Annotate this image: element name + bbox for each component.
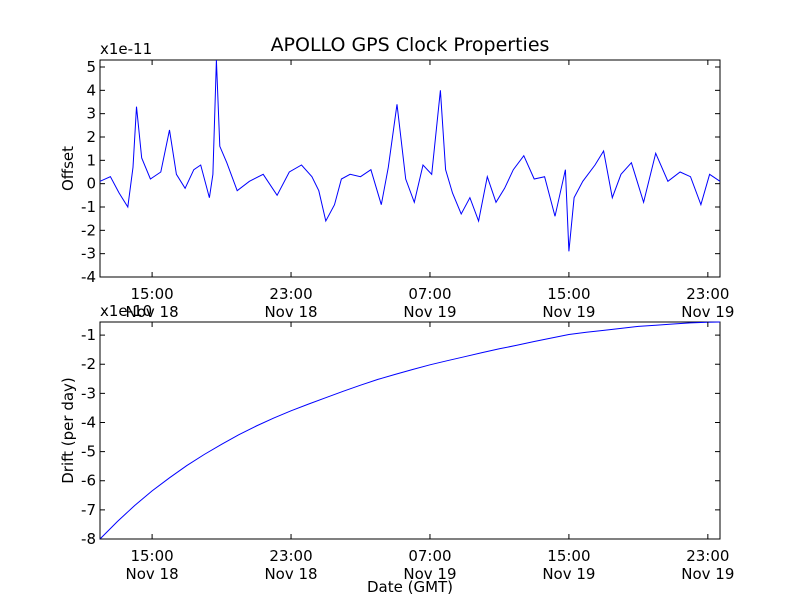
drift-y-tick-label: -8 [81, 530, 96, 548]
drift-y-tick-label: -6 [81, 472, 96, 490]
offset-x-tick-label: 15:00 Nov 18 [126, 285, 179, 321]
drift-x-tick-label: 15:00 Nov 19 [542, 547, 595, 583]
offset-x-tick-label: 23:00 Nov 19 [681, 285, 734, 321]
offset-panel: 5 4 3 2 1 0 -1 -2 -3 -4 15:00 Nov 18 23:00 Nov 18 07:0… [59, 40, 734, 321]
offset-y-tick-label: -2 [81, 221, 96, 239]
drift-y-tick-label: -1 [81, 326, 96, 344]
drift-x-tick-label: 15:00 Nov 18 [126, 547, 179, 583]
offset-scale-label: x1e-11 [100, 40, 152, 58]
offset-y-tick-label: 2 [86, 128, 96, 146]
chart-title: APOLLO GPS Clock Properties [271, 34, 550, 56]
offset-x-tick-label: 15:00 Nov 19 [542, 285, 595, 321]
drift-y-tick-label: -7 [81, 501, 96, 519]
offset-y-tick-label: 3 [86, 105, 96, 123]
drift-y-tick-label: -2 [81, 355, 96, 373]
offset-y-tick-label: 0 [86, 175, 96, 193]
offset-y-tick-label: 4 [86, 81, 96, 99]
drift-y-axis-label: Drift (per day) [59, 377, 77, 484]
drift-scale-label: x1e-10 [100, 302, 152, 320]
offset-y-tick-label: -4 [81, 268, 96, 286]
offset-y-axis-label: Offset [59, 146, 77, 191]
drift-y-tick-label: -4 [81, 413, 96, 431]
offset-y-tick-label: -1 [81, 198, 96, 216]
drift-y-tick-label: -5 [81, 443, 96, 461]
offset-y-tick-label: 5 [86, 58, 96, 76]
drift-x-tick-label: 07:00 Nov 19 [403, 547, 456, 583]
offset-x-tick-label: 23:00 Nov 18 [264, 285, 317, 321]
drift-series-line [99, 321, 721, 540]
drift-panel: -1 -2 -3 -4 -5 -6 -7 -8 15:00 Nov 18 23:00 Nov 18 07… [59, 302, 734, 596]
offset-y-tick-label: -3 [81, 245, 96, 263]
drift-x-tick-label: 23:00 Nov 18 [264, 547, 317, 583]
drift-x-tick-label: 23:00 Nov 19 [681, 547, 734, 583]
offset-x-tick-label: 07:00 Nov 19 [403, 285, 456, 321]
drift-y-tick-label: -3 [81, 384, 96, 402]
drift-x-axis-label: Date (GMT) [367, 578, 453, 596]
offset-plot-frame [99, 59, 721, 278]
drift-plot-frame [99, 321, 721, 540]
offset-series-line [99, 59, 721, 252]
offset-y-tick-label: 1 [86, 151, 96, 169]
